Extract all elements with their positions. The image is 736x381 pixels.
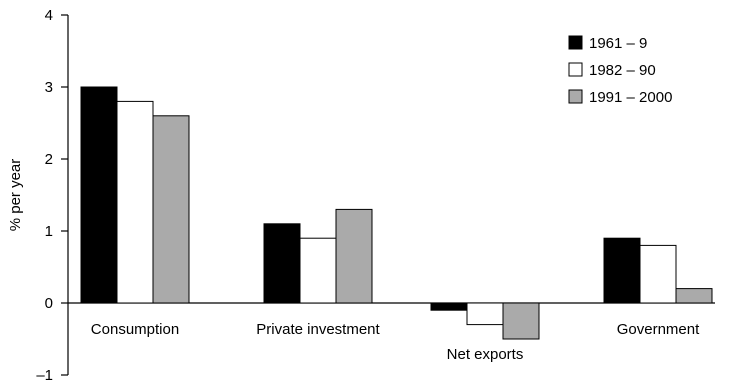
legend-label: 1991 – 2000 <box>589 89 672 106</box>
bar <box>299 237 337 304</box>
bar-series-group <box>80 86 713 340</box>
bar <box>116 100 154 304</box>
legend-swatch <box>568 35 583 50</box>
category-labels: Consumption Private investment Net exports… <box>91 321 700 363</box>
y-axis-title: % per year <box>7 159 24 232</box>
y-tick-label: 4 <box>45 7 53 24</box>
legend-swatch <box>568 62 583 77</box>
category-label: Consumption <box>91 321 179 338</box>
category-label: Government <box>617 321 700 338</box>
bar <box>152 115 190 304</box>
y-tick-label: 2 <box>45 151 53 168</box>
y-axis-ticks: –1 0 1 2 3 4 <box>36 7 68 381</box>
category-label: Net exports <box>447 346 524 363</box>
bar <box>430 302 468 311</box>
legend-label: 1982 – 90 <box>589 62 656 79</box>
bar <box>675 288 713 304</box>
legend-swatch <box>568 89 583 104</box>
bar <box>263 223 301 304</box>
bar <box>502 302 540 340</box>
bar <box>80 86 118 304</box>
bar <box>603 237 641 304</box>
y-tick-label: –1 <box>36 367 53 381</box>
bar <box>466 302 504 326</box>
bar <box>335 208 373 304</box>
y-tick-label: 1 <box>45 223 53 240</box>
bar <box>639 244 677 304</box>
category-label: Private investment <box>256 321 380 338</box>
y-tick-label: 3 <box>45 79 53 96</box>
legend: 1961 – 9 1982 – 90 1991 – 2000 <box>568 35 672 106</box>
y-tick-label: 0 <box>45 295 53 312</box>
legend-label: 1961 – 9 <box>589 35 647 52</box>
